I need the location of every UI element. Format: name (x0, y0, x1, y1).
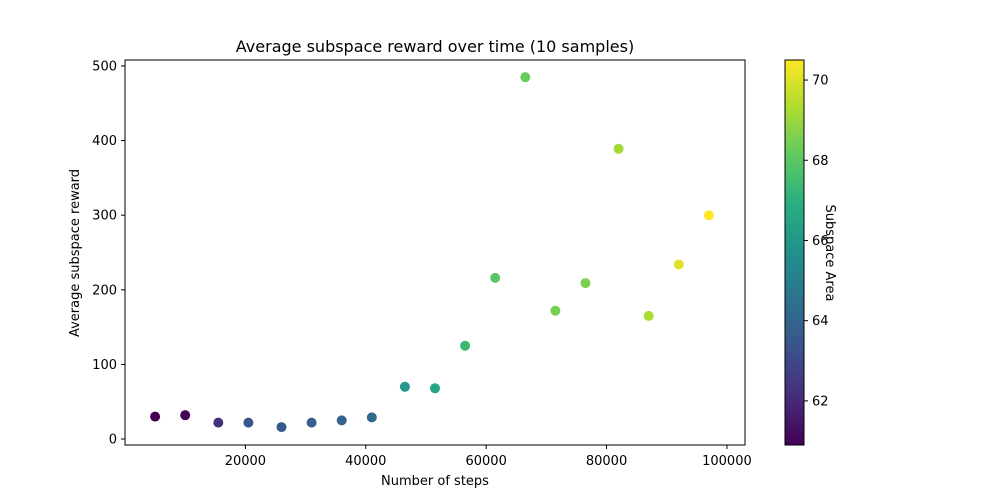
scatter-point (150, 411, 161, 422)
x-axis-title: Number of steps (381, 474, 489, 489)
scatter-point (460, 340, 471, 351)
x-tick-label: 60000 (465, 454, 506, 469)
x-tick-label: 80000 (586, 454, 627, 469)
y-tick-label: 200 (92, 283, 117, 298)
colorbar-tick-label: 68 (812, 154, 829, 169)
scatter-point (643, 310, 654, 321)
scatter-point (490, 272, 501, 283)
scatter-point (180, 410, 191, 421)
scatter-point (520, 72, 531, 83)
y-tick-label: 100 (92, 358, 117, 373)
colorbar-title: Subspace Area (822, 205, 837, 302)
scatter-point (366, 412, 377, 423)
y-tick-label: 500 (92, 59, 117, 74)
scatter-point (550, 305, 561, 316)
x-tick-label: 20000 (225, 454, 266, 469)
chart-title: Average subspace reward over time (10 sa… (236, 37, 634, 56)
scatter-point (673, 259, 684, 270)
y-axis-title: Average subspace reward (68, 169, 83, 337)
scatter-point (306, 417, 317, 428)
x-axis-ticks: 20000 40000 60000 80000 100000 (225, 445, 752, 469)
colorbar-tick-label: 66 (812, 234, 829, 249)
scatter-point (580, 278, 591, 289)
y-axis-ticks: 0 100 200 300 400 500 (92, 59, 125, 448)
scatter-point (703, 210, 714, 221)
scatter-point (336, 415, 347, 426)
scatter-point (213, 417, 224, 428)
scatter-point (276, 422, 287, 433)
colorbar-ticks: 62 64 66 68 70 (804, 74, 829, 409)
colorbar-tick-label: 62 (812, 394, 829, 409)
y-tick-label: 400 (92, 134, 117, 149)
points-layer (150, 72, 714, 433)
y-tick-label: 300 (92, 209, 117, 224)
x-tick-label: 40000 (345, 454, 386, 469)
colorbar (784, 59, 805, 446)
plot-area-frame (124, 59, 746, 446)
scatter-point (613, 143, 624, 154)
scatter-point (430, 383, 440, 394)
x-tick-label: 100000 (702, 454, 752, 469)
scatter-point (399, 381, 410, 392)
colorbar-tick-label: 70 (812, 74, 829, 89)
y-tick-label: 0 (109, 433, 117, 448)
colorbar-tick-label: 64 (812, 314, 829, 329)
scatter-point (243, 417, 254, 428)
